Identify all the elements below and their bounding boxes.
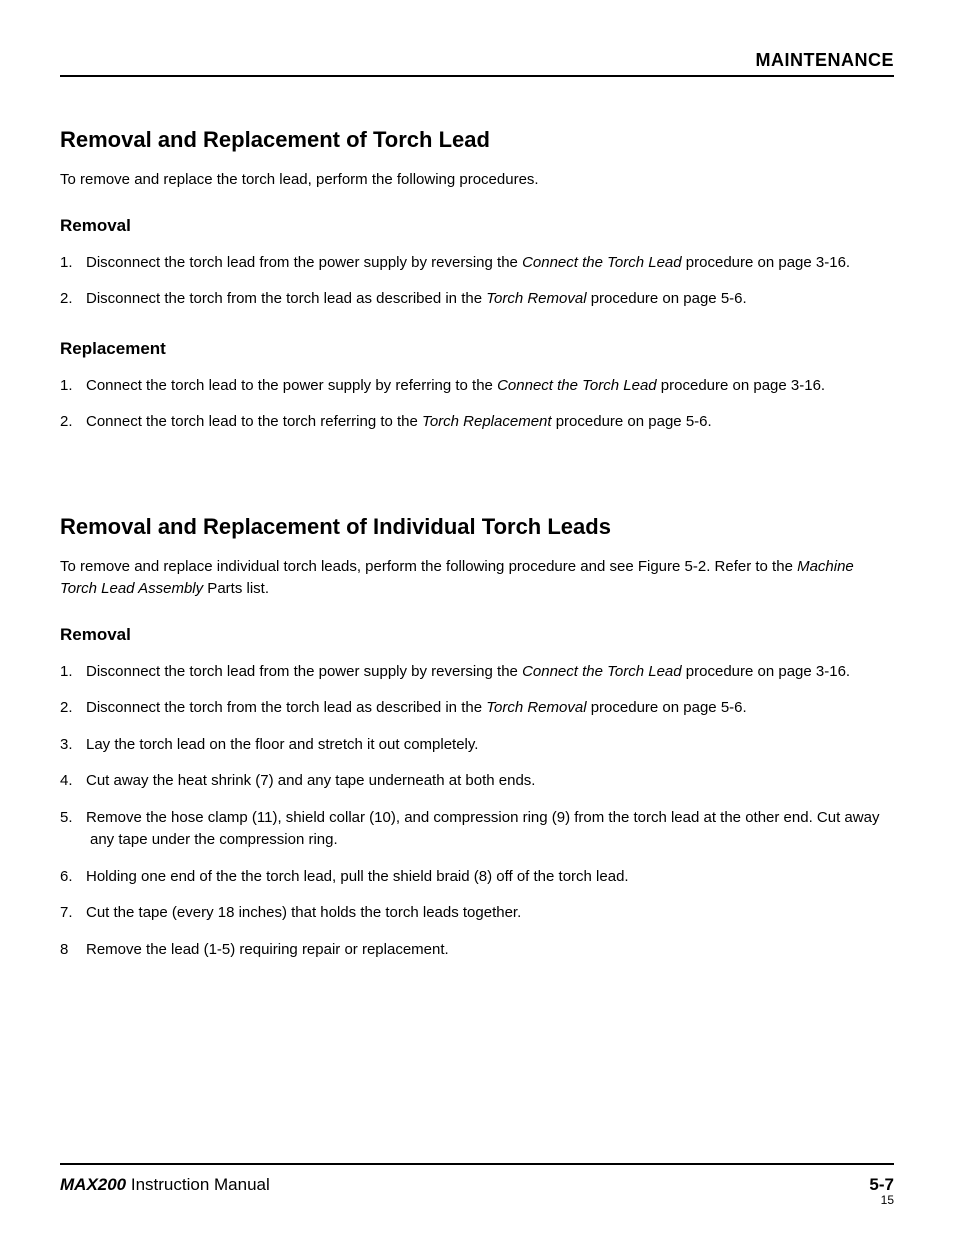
- list-item-number: 8: [60, 939, 86, 962]
- section1-replacement-heading: Replacement: [60, 339, 894, 359]
- list-item: 3.Lay the torch lead on the floor and st…: [60, 734, 894, 757]
- page-content: Removal and Replacement of Torch Lead To…: [60, 77, 894, 1163]
- list-item-emphasis: Torch Removal: [486, 699, 586, 716]
- list-item-number: 2.: [60, 411, 86, 434]
- section2-intro-post: Parts list.: [203, 580, 269, 597]
- section2-intro: To remove and replace individual torch l…: [60, 556, 894, 601]
- list-item-emphasis: Connect the Torch Lead: [497, 377, 657, 394]
- list-item-text: Connect the torch lead to the torch refe…: [86, 413, 422, 430]
- list-item-number: 1.: [60, 252, 86, 275]
- list-item-text: Remove the hose clamp (11), shield colla…: [86, 809, 879, 849]
- list-item: 8Remove the lead (1-5) requiring repair …: [60, 939, 894, 962]
- list-item-number: 5.: [60, 807, 86, 830]
- list-item-number: 4.: [60, 770, 86, 793]
- list-item-text: Cut away the heat shrink (7) and any tap…: [86, 772, 535, 789]
- page-footer: MAX200 Instruction Manual 5-7: [60, 1163, 894, 1195]
- list-item-emphasis: Connect the Torch Lead: [522, 663, 682, 680]
- list-item-text: Disconnect the torch lead from the power…: [86, 663, 522, 680]
- list-item: 1.Disconnect the torch lead from the pow…: [60, 661, 894, 684]
- footer-doc-title: Instruction Manual: [131, 1175, 270, 1194]
- list-item-text-post: procedure on page 5-6.: [587, 699, 747, 716]
- footer-thumb-number: 15: [881, 1193, 894, 1207]
- list-item-text-post: procedure on page 5-6.: [552, 413, 712, 430]
- section1-heading: Removal and Replacement of Torch Lead: [60, 127, 894, 153]
- list-item-number: 2.: [60, 288, 86, 311]
- list-item-number: 7.: [60, 902, 86, 925]
- list-item-text: Disconnect the torch from the torch lead…: [86, 290, 486, 307]
- list-item: 2.Disconnect the torch from the torch le…: [60, 288, 894, 311]
- list-item-number: 3.: [60, 734, 86, 757]
- section2-intro-pre: To remove and replace individual torch l…: [60, 558, 797, 575]
- footer-page-number: 5-7: [869, 1175, 894, 1195]
- list-item-text: Holding one end of the the torch lead, p…: [86, 868, 629, 885]
- section2-removal-list: 1.Disconnect the torch lead from the pow…: [60, 661, 894, 962]
- header-section-title: MAINTENANCE: [756, 50, 895, 70]
- section2-removal-heading: Removal: [60, 625, 894, 645]
- section1-removal-list: 1.Disconnect the torch lead from the pow…: [60, 252, 894, 311]
- list-item: 2.Disconnect the torch from the torch le…: [60, 697, 894, 720]
- list-item-number: 2.: [60, 697, 86, 720]
- list-item: 5.Remove the hose clamp (11), shield col…: [60, 807, 894, 852]
- list-item: 4.Cut away the heat shrink (7) and any t…: [60, 770, 894, 793]
- list-item-text: Disconnect the torch lead from the power…: [86, 254, 522, 271]
- page-header: MAINTENANCE: [60, 50, 894, 77]
- list-item-text-post: procedure on page 3-16.: [657, 377, 825, 394]
- list-item-text-post: procedure on page 3-16.: [682, 254, 850, 271]
- section1-replacement-list: 1.Connect the torch lead to the power su…: [60, 375, 894, 434]
- list-item: 2.Connect the torch lead to the torch re…: [60, 411, 894, 434]
- section1-removal-heading: Removal: [60, 216, 894, 236]
- list-item-emphasis: Torch Replacement: [422, 413, 552, 430]
- footer-left: MAX200 Instruction Manual: [60, 1175, 270, 1195]
- list-item-text-post: procedure on page 5-6.: [587, 290, 747, 307]
- footer-brand: MAX200: [60, 1175, 126, 1194]
- list-item-number: 1.: [60, 661, 86, 684]
- section1-intro: To remove and replace the torch lead, pe…: [60, 169, 894, 192]
- list-item: 1.Disconnect the torch lead from the pow…: [60, 252, 894, 275]
- list-item: 1.Connect the torch lead to the power su…: [60, 375, 894, 398]
- list-item-text: Lay the torch lead on the floor and stre…: [86, 736, 478, 753]
- section2-heading: Removal and Replacement of Individual To…: [60, 514, 894, 540]
- list-item: 7.Cut the tape (every 18 inches) that ho…: [60, 902, 894, 925]
- list-item-emphasis: Torch Removal: [486, 290, 586, 307]
- list-item-text: Remove the lead (1-5) requiring repair o…: [86, 941, 449, 958]
- list-item-text: Connect the torch lead to the power supp…: [86, 377, 497, 394]
- list-item: 6.Holding one end of the the torch lead,…: [60, 866, 894, 889]
- list-item-number: 1.: [60, 375, 86, 398]
- list-item-text: Disconnect the torch from the torch lead…: [86, 699, 486, 716]
- list-item-number: 6.: [60, 866, 86, 889]
- list-item-text: Cut the tape (every 18 inches) that hold…: [86, 904, 521, 921]
- list-item-text-post: procedure on page 3-16.: [682, 663, 850, 680]
- list-item-emphasis: Connect the Torch Lead: [522, 254, 682, 271]
